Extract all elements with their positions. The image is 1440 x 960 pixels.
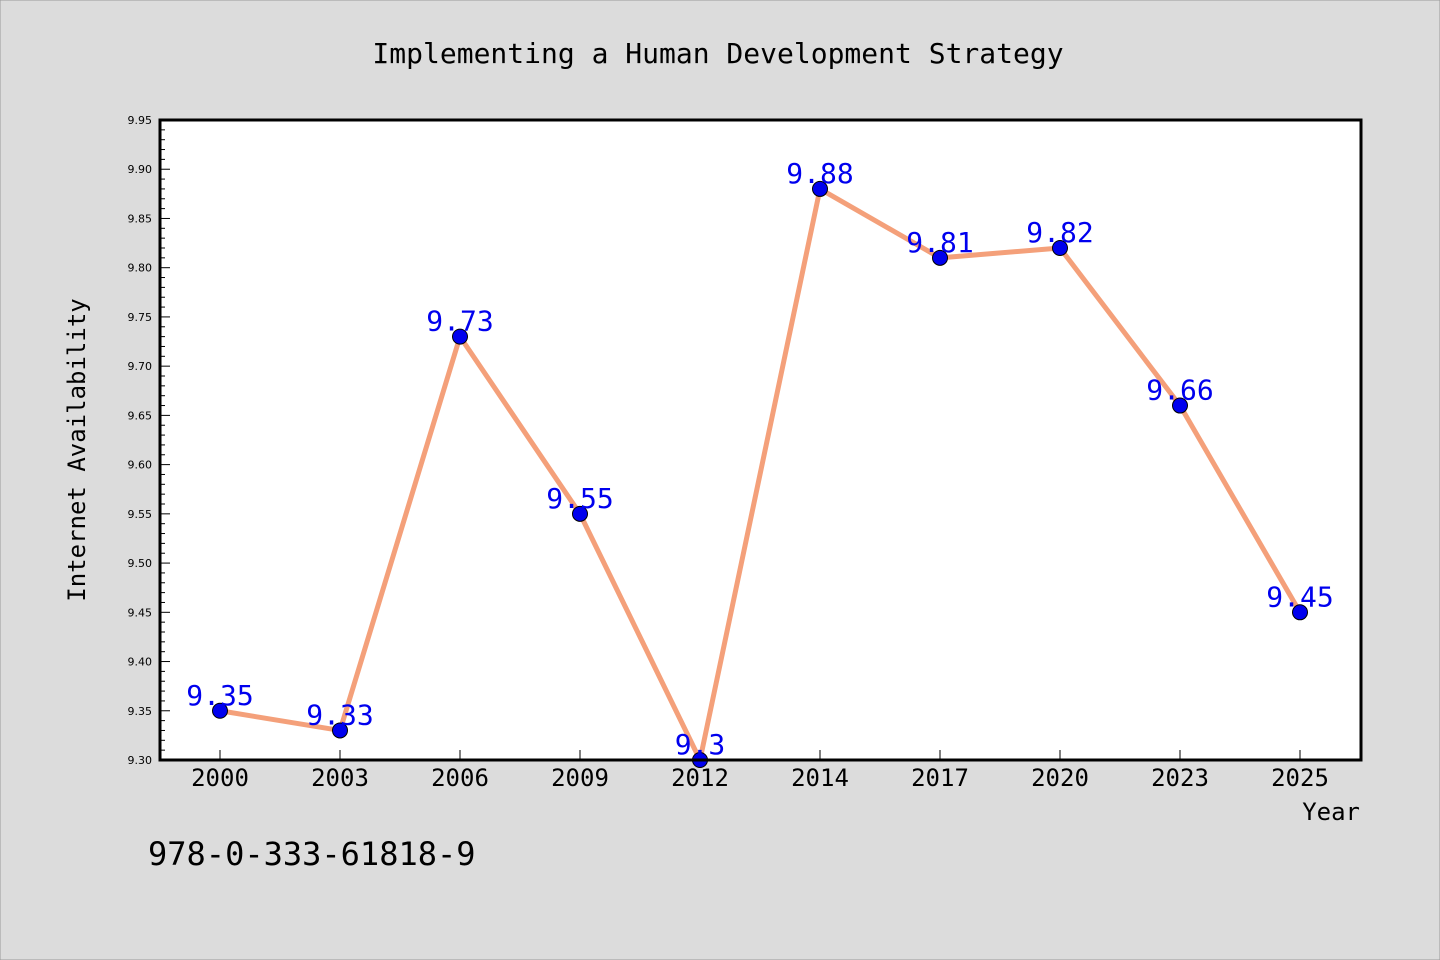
chart-title: Implementing a Human Development Strateg… bbox=[372, 37, 1063, 70]
data-point bbox=[1172, 397, 1188, 414]
x-tick-label: 2012 bbox=[671, 764, 729, 792]
x-tick-label: 2006 bbox=[431, 764, 489, 792]
y-tick-label: 9.35 bbox=[128, 705, 153, 718]
plot-area bbox=[160, 120, 1361, 760]
data-label: 9.55 bbox=[546, 482, 613, 515]
y-axis-label: Internet Availability bbox=[63, 298, 91, 601]
x-axis-label: Year bbox=[1302, 798, 1360, 826]
y-tick-label: 9.40 bbox=[128, 656, 153, 669]
x-tick-label: 2003 bbox=[311, 764, 369, 792]
y-tick-label: 9.55 bbox=[128, 508, 153, 521]
data-point bbox=[812, 180, 828, 197]
y-tick-label: 9.80 bbox=[128, 262, 153, 275]
data-point bbox=[1052, 240, 1068, 256]
data-point bbox=[1292, 604, 1308, 621]
data-label: 9.45 bbox=[1266, 580, 1333, 613]
y-tick-label: 9.95 bbox=[128, 114, 153, 127]
series-line bbox=[217, 186, 1303, 763]
x-tick-label: 2017 bbox=[911, 764, 969, 792]
x-tick-label: 2025 bbox=[1271, 764, 1329, 792]
y-tick-label: 9.50 bbox=[128, 557, 153, 570]
data-label: 9.82 bbox=[1026, 216, 1093, 249]
y-tick-label: 9.90 bbox=[128, 163, 153, 176]
data-label: 9.88 bbox=[786, 157, 853, 190]
y-tick-label: 9.65 bbox=[128, 409, 153, 422]
x-tick-label: 2009 bbox=[551, 764, 609, 792]
data-label: 9.3 bbox=[675, 728, 726, 761]
data-label: 9.73 bbox=[426, 305, 493, 338]
y-tick-label: 9.85 bbox=[128, 212, 153, 225]
y-tick-label: 9.75 bbox=[128, 311, 153, 324]
y-tick-label: 9.30 bbox=[128, 754, 153, 767]
y-tick-label: 9.70 bbox=[128, 360, 153, 373]
x-axis: 2000 2003 2006 2009 2012 2014 2017 2020 2023 2025 bbox=[191, 750, 1329, 792]
data-point bbox=[452, 328, 468, 345]
plot-frame bbox=[158, 118, 1363, 762]
data-label: 9.66 bbox=[1146, 374, 1213, 407]
data-point bbox=[212, 702, 228, 719]
y-tick-label: 9.60 bbox=[128, 459, 153, 472]
data-point bbox=[572, 505, 588, 522]
x-tick-label: 2023 bbox=[1151, 764, 1209, 792]
y-tick-label: 9.45 bbox=[128, 606, 153, 619]
data-label: 9.81 bbox=[906, 226, 973, 259]
x-tick-label: 2020 bbox=[1031, 764, 1089, 792]
series-line-layer: 9.35 9.33 9.73 9.55 9.3 9.88 9.81 9.82 9.66 9.45 bbox=[186, 157, 1334, 768]
y-axis: 9.30 9.35 9.40 9.45 9.50 9.55 9.60 9.65 9.70 9.75… bbox=[128, 114, 170, 767]
data-label: 9.33 bbox=[306, 698, 373, 731]
x-tick-label: 2000 bbox=[191, 764, 249, 792]
x-tick-label: 2014 bbox=[791, 764, 849, 792]
isbn-text: 978-0-333-61818-9 bbox=[148, 835, 476, 873]
data-point bbox=[932, 249, 948, 266]
data-label: 9.35 bbox=[186, 679, 253, 712]
data-point bbox=[332, 722, 348, 739]
